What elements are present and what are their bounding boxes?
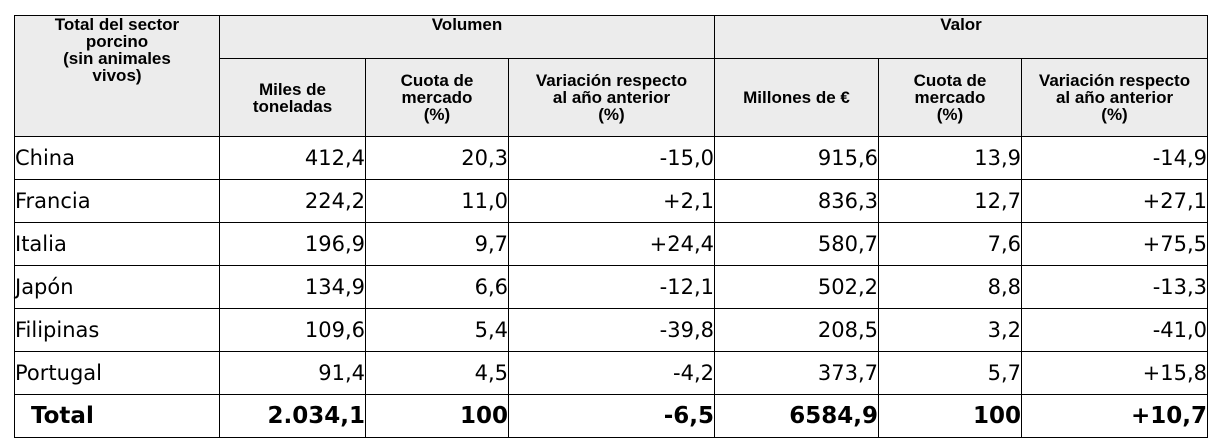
country-cell: Italia <box>14 222 220 266</box>
value-cell: -14,9 <box>1020 136 1209 180</box>
group-header-valor: Valor <box>713 15 1209 59</box>
column-header-variacion-valor: Variación respecto al año anterior (%) <box>1020 58 1209 137</box>
value-cell: 5,4 <box>365 308 509 352</box>
value-cell: -41,0 <box>1020 308 1209 352</box>
table-row: Italia 196,9 9,7 +24,4 580,7 7,6 +75,5 <box>14 222 1209 266</box>
value-cell: 134,9 <box>219 265 366 309</box>
column-header-cuota-volumen: Cuota de mercado (%) <box>365 58 509 137</box>
value-cell: +24,4 <box>508 222 715 266</box>
value-cell: 224,2 <box>219 179 366 223</box>
value-cell: 412,4 <box>219 136 366 180</box>
value-cell: 13,9 <box>878 136 1022 180</box>
value-cell: -13,3 <box>1020 265 1209 309</box>
column-header-cuota-valor: Cuota de mercado (%) <box>878 58 1022 137</box>
value-cell: 3,2 <box>878 308 1022 352</box>
value-cell: 208,5 <box>714 308 879 352</box>
table-body: China 412,4 20,3 -15,0 915,6 13,9 -14,9 Francia… <box>14 136 1209 438</box>
value-cell: 5,7 <box>878 351 1022 395</box>
country-cell: Japón <box>14 265 220 309</box>
value-cell: 9,7 <box>365 222 509 266</box>
value-cell: 196,9 <box>219 222 366 266</box>
total-row: Total 2.034,1 100 -6,5 6584,9 100 +10,7 <box>14 394 1209 438</box>
value-cell: 11,0 <box>365 179 509 223</box>
value-cell: -12,1 <box>508 265 715 309</box>
value-cell: 4,5 <box>365 351 509 395</box>
column-header-variacion-volumen: Variación respecto al año anterior (%) <box>508 58 715 137</box>
country-cell: Portugal <box>14 351 220 395</box>
value-cell: +2,1 <box>508 179 715 223</box>
column-header-miles-toneladas: Miles de toneladas <box>219 58 366 137</box>
value-cell: 2.034,1 <box>219 394 366 438</box>
value-cell: 109,6 <box>219 308 366 352</box>
total-label: Total <box>14 394 220 438</box>
table-row: China 412,4 20,3 -15,0 915,6 13,9 -14,9 <box>14 136 1209 180</box>
country-cell: China <box>14 136 220 180</box>
value-cell: 915,6 <box>714 136 879 180</box>
value-cell: 100 <box>365 394 509 438</box>
value-cell: -15,0 <box>508 136 715 180</box>
value-cell: 373,7 <box>714 351 879 395</box>
value-cell: 91,4 <box>219 351 366 395</box>
value-cell: 20,3 <box>365 136 509 180</box>
value-cell: 6584,9 <box>714 394 879 438</box>
value-cell: 100 <box>878 394 1022 438</box>
value-cell: +15,8 <box>1020 351 1209 395</box>
value-cell: +75,5 <box>1020 222 1209 266</box>
value-cell: 6,6 <box>365 265 509 309</box>
country-cell: Francia <box>14 179 220 223</box>
table-row: Francia 224,2 11,0 +2,1 836,3 12,7 +27,1 <box>14 179 1209 223</box>
group-header-volumen: Volumen <box>219 15 715 59</box>
table-row: Japón 134,9 6,6 -12,1 502,2 8,8 -13,3 <box>14 265 1209 309</box>
value-cell: -39,8 <box>508 308 715 352</box>
value-cell: 580,7 <box>714 222 879 266</box>
table-row: Portugal 91,4 4,5 -4,2 373,7 5,7 +15,8 <box>14 351 1209 395</box>
value-cell: 502,2 <box>714 265 879 309</box>
table-row: Filipinas 109,6 5,4 -39,8 208,5 3,2 -41,0 <box>14 308 1209 352</box>
value-cell: 8,8 <box>878 265 1022 309</box>
pork-export-table: Total del sector porcino (sin animales v… <box>14 15 1209 438</box>
value-cell: +27,1 <box>1020 179 1209 223</box>
value-cell: 836,3 <box>714 179 879 223</box>
country-cell: Filipinas <box>14 308 220 352</box>
column-header-millones-euro: Millones de € <box>714 58 879 137</box>
value-cell: +10,7 <box>1020 394 1209 438</box>
value-cell: -6,5 <box>508 394 715 438</box>
value-cell: 12,7 <box>878 179 1022 223</box>
corner-header: Total del sector porcino (sin animales v… <box>14 15 220 137</box>
value-cell: 7,6 <box>878 222 1022 266</box>
value-cell: -4,2 <box>508 351 715 395</box>
